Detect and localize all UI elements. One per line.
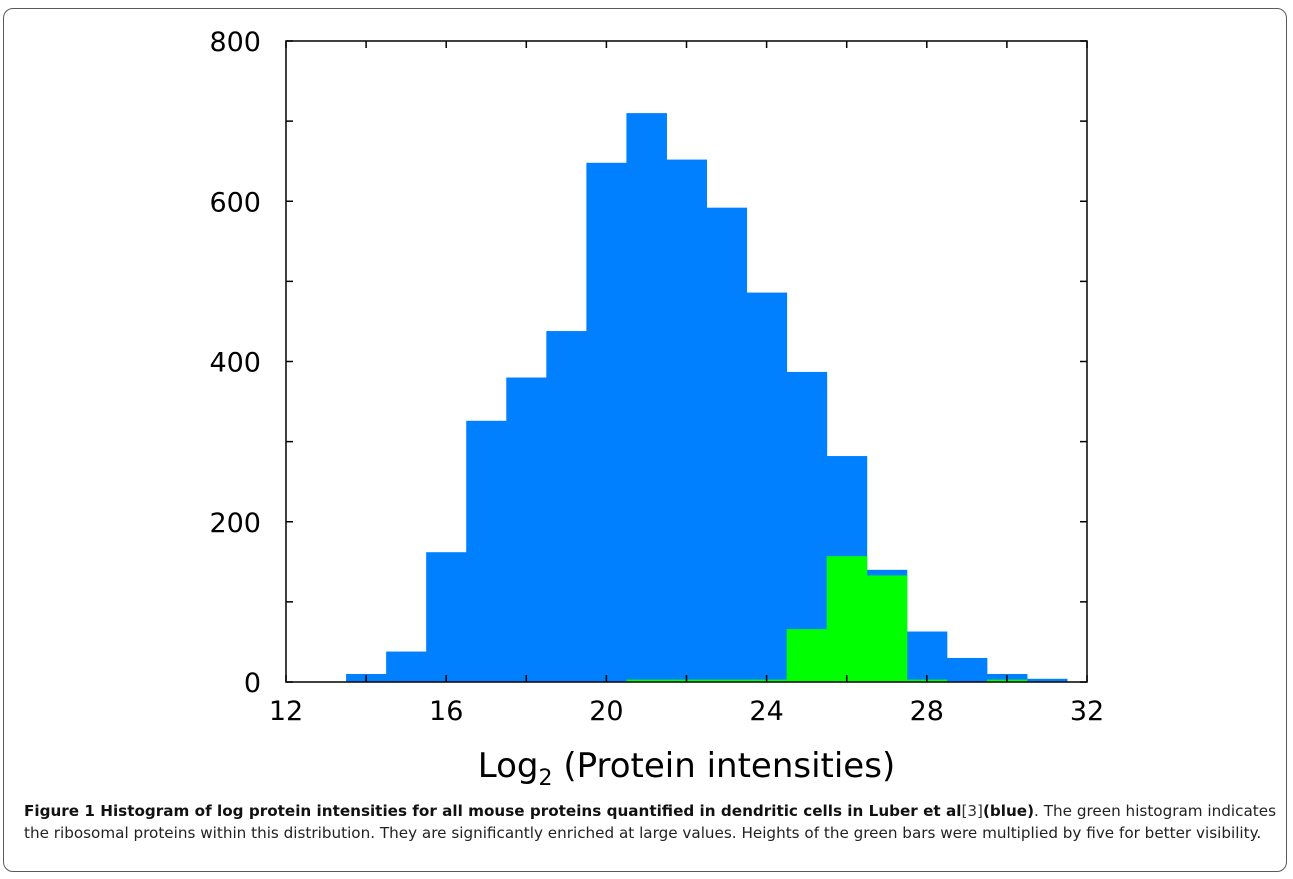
blue-bar-7 — [626, 113, 667, 683]
blue-bar-6 — [586, 162, 627, 683]
blue-bar-5 — [546, 331, 587, 682]
histogram-chart: 12 16 20 24 28 32 0 200 400 600 800 Log2 (Protein … — [209, 27, 1104, 791]
y-tick-label: 0 — [244, 668, 261, 699]
blue-bar-10 — [746, 292, 788, 682]
y-tick-label: 200 — [209, 508, 261, 539]
x-tick-label: 32 — [1070, 696, 1104, 727]
y-tick-label: 400 — [209, 348, 261, 379]
x-axis-label: Log2 (Protein intensities) — [478, 746, 895, 791]
x-tick-label: 24 — [749, 696, 783, 727]
y-tick-label: 600 — [209, 187, 261, 218]
x-tick-label: 16 — [429, 696, 463, 727]
green-bar-0 — [626, 679, 667, 682]
blue-bar-3 — [466, 420, 507, 682]
ticks-group: 12 16 20 24 28 32 0 200 400 600 800 — [209, 27, 1104, 727]
x-axis-label-subscript: 2 — [539, 766, 553, 791]
y-tick-label: 800 — [209, 27, 261, 58]
bars-group — [346, 113, 1068, 683]
green-bar-5 — [826, 556, 868, 682]
x-axis-label-rest: (Protein intensities) — [553, 746, 896, 786]
blue-bar-1 — [386, 651, 427, 682]
blue-bar-4 — [506, 377, 547, 682]
figure-caption: Figure 1 Histogram of log protein intens… — [24, 800, 1276, 844]
blue-bar-9 — [706, 207, 748, 682]
x-tick-label: 28 — [910, 696, 944, 727]
blue-bar-17 — [1026, 678, 1068, 682]
green-bar-2 — [706, 679, 748, 682]
green-bar-6 — [866, 575, 908, 682]
green-bar-4 — [786, 629, 828, 682]
caption-title: Figure 1 Histogram of log protein intens… — [24, 802, 962, 820]
x-tick-label: 12 — [269, 696, 303, 727]
caption-reference[interactable]: [3] — [961, 802, 983, 820]
caption-title-suffix: (blue) — [982, 802, 1035, 820]
x-axis-label-main: Log — [478, 746, 539, 786]
x-tick-label: 20 — [589, 696, 623, 727]
blue-bar-8 — [666, 159, 708, 682]
blue-bar-14 — [906, 631, 948, 682]
caption-text: . The green histogram indicates the ribo… — [24, 802, 1276, 842]
blue-bar-2 — [426, 552, 467, 682]
blue-bar-15 — [946, 657, 988, 682]
